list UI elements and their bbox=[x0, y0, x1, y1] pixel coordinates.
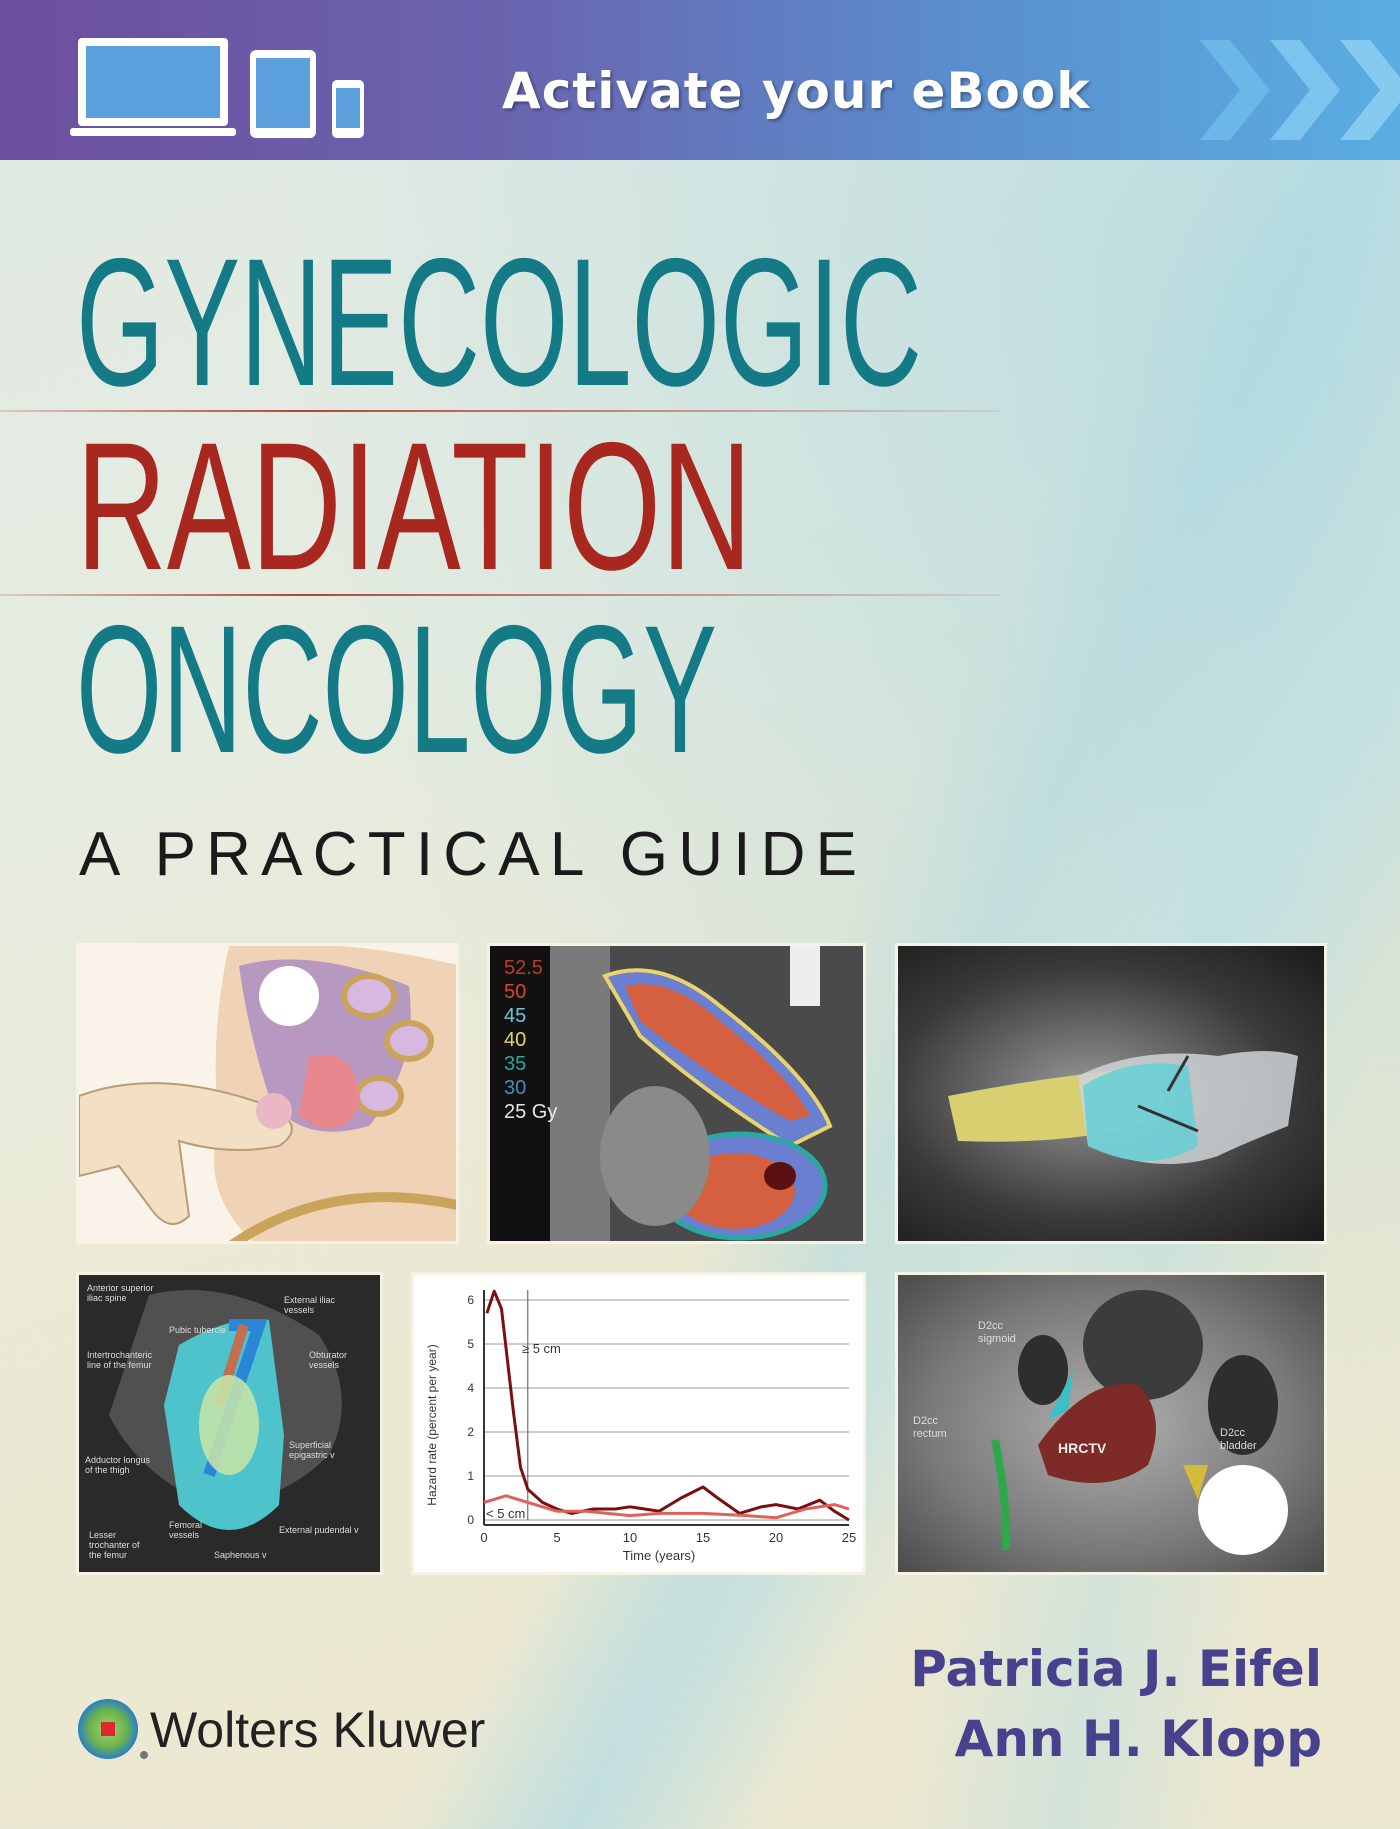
chevron-right-icon bbox=[1200, 40, 1270, 140]
anatomy-label: Adductor longus of the thigh bbox=[85, 1455, 151, 1475]
title-line-3: ONCOLOGY bbox=[76, 587, 717, 791]
pelvic-exam-illustration bbox=[79, 946, 456, 1241]
dose-legend-item: 30 bbox=[504, 1077, 527, 1099]
hazard-chart-panel: 0 1 2 4 5 6 0 5 10 15 20 25 Time (years) Hazard rat… bbox=[411, 1272, 866, 1575]
author-2: Ann H. Klopp bbox=[954, 1710, 1322, 1768]
mri-image bbox=[991, 1290, 1288, 1555]
annotation-large-tumor: ≥ 5 cm bbox=[522, 1341, 561, 1356]
y-tick-label: 1 bbox=[467, 1469, 474, 1483]
mri-label-rectum: D2cc rectum bbox=[913, 1415, 947, 1440]
nodal-contour-panel: Anterior superior iliac spine Pubic tube… bbox=[76, 1272, 383, 1575]
y-tick-label: 6 bbox=[467, 1293, 474, 1307]
author-1: Patricia J. Eifel bbox=[910, 1640, 1322, 1698]
y-tick-label: 4 bbox=[467, 1381, 474, 1395]
chevron-right-icon bbox=[1340, 40, 1400, 140]
x-tick-label: 20 bbox=[769, 1530, 783, 1545]
anatomy-label: Lesser trochanter of the femur bbox=[89, 1530, 140, 1560]
x-tick-label: 0 bbox=[480, 1530, 487, 1545]
y-tick-label: 5 bbox=[467, 1337, 474, 1351]
anatomy-label: External iliac vessels bbox=[284, 1295, 336, 1315]
mri-label-bladder: D2cc bladder bbox=[1220, 1427, 1257, 1452]
x-tick-label: 15 bbox=[696, 1530, 710, 1545]
radiograph-panel bbox=[895, 943, 1327, 1244]
y-tick-label: 2 bbox=[467, 1425, 474, 1439]
dose-legend-item: 35 bbox=[504, 1053, 527, 1075]
dose-legend-item: 25 Gy bbox=[504, 1101, 558, 1123]
title-divider bbox=[0, 594, 1000, 596]
annotation-small-tumor: < 5 cm bbox=[486, 1506, 525, 1521]
dose-legend-item: 45 bbox=[504, 1005, 527, 1027]
x-axis-label: Time (years) bbox=[623, 1548, 695, 1563]
subtitle: A PRACTICAL GUIDE bbox=[79, 820, 857, 889]
anatomy-label: Intertrochanteric line of the femur bbox=[87, 1350, 153, 1370]
activate-ebook-banner[interactable]: Activate your eBook bbox=[0, 0, 1400, 160]
x-tick-label: 10 bbox=[623, 1530, 637, 1545]
anatomy-label: Superficial epigastric v bbox=[289, 1440, 335, 1460]
activate-ebook-text[interactable]: Activate your eBook bbox=[502, 62, 1091, 120]
dose-legend-item: 40 bbox=[504, 1029, 527, 1051]
anatomy-label: Obturator vessels bbox=[309, 1350, 348, 1370]
title-line-2: RADIATION bbox=[76, 404, 752, 608]
x-tick-label: 25 bbox=[842, 1530, 856, 1545]
chevron-right-icon bbox=[1270, 40, 1340, 140]
mri-label-hrctv: HRCTV bbox=[1058, 1440, 1107, 1456]
x-tick-label: 5 bbox=[553, 1530, 560, 1545]
mri-panel: HRCTV D2cc sigmoid D2cc rectum D2cc blad… bbox=[895, 1272, 1327, 1575]
publisher-logo: Wolters Kluwer bbox=[76, 1697, 485, 1763]
mri-label-sigmoid: D2cc sigmoid bbox=[978, 1320, 1016, 1345]
tablet-icon bbox=[250, 50, 316, 138]
dose-legend-item: 52.5 bbox=[504, 957, 543, 979]
wolters-kluwer-logo-icon bbox=[78, 1699, 148, 1759]
anatomy-illustration-panel bbox=[76, 943, 459, 1244]
y-axis-label: Hazard rate (percent per year) bbox=[425, 1344, 439, 1505]
dose-distribution-panel: 52.5 50 45 40 35 30 25 Gy bbox=[487, 943, 866, 1244]
dose-legend-item: 50 bbox=[504, 981, 527, 1003]
phone-icon bbox=[332, 80, 364, 138]
title-line-1: GYNECOLOGIC bbox=[76, 220, 922, 424]
hazard-rate-chart: 0 1 2 4 5 6 0 5 10 15 20 25 Time (years) Hazard rat… bbox=[425, 1289, 856, 1563]
series-line bbox=[483, 1494, 850, 1520]
y-tick-label: 0 bbox=[467, 1513, 474, 1527]
anatomy-label: Pubic tubercle bbox=[169, 1325, 227, 1335]
anatomy-label: External pudendal v bbox=[279, 1525, 359, 1535]
anatomy-label: Femoral vessels bbox=[169, 1520, 203, 1540]
dose-legend: 52.5 50 45 40 35 30 25 Gy bbox=[504, 956, 557, 1124]
anatomy-label: Anterior superior iliac spine bbox=[87, 1283, 154, 1303]
series-line bbox=[485, 1289, 850, 1522]
laptop-icon bbox=[70, 38, 236, 136]
anatomy-label: Saphenous v bbox=[214, 1550, 267, 1560]
book-title: GYNECOLOGIC RADIATION ONCOLOGY A PRACTIC… bbox=[76, 220, 922, 889]
devices-icon bbox=[70, 38, 364, 138]
title-divider bbox=[0, 410, 1000, 412]
radiograph-image bbox=[948, 1051, 1298, 1164]
ct-dose-image bbox=[490, 946, 833, 1241]
nodal-contour-image bbox=[109, 1290, 342, 1530]
publisher-name: Wolters Kluwer bbox=[150, 1702, 486, 1758]
